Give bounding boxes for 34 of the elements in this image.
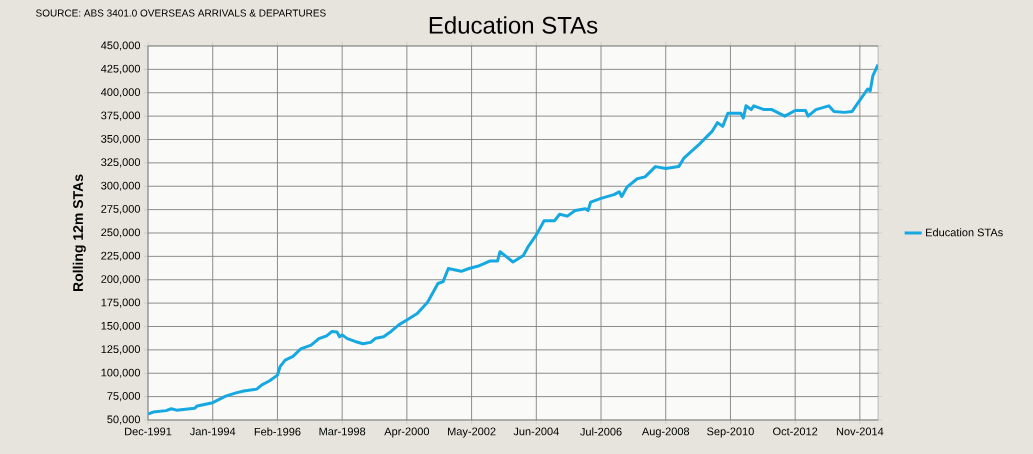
y-tick-label: 375,000 bbox=[101, 111, 141, 121]
y-axis-title: Rolling 12m STAs bbox=[72, 174, 86, 292]
y-tick-label: 200,000 bbox=[101, 275, 141, 285]
y-tick-label: 450,000 bbox=[100, 41, 141, 51]
chart-title: Education STAs bbox=[429, 16, 598, 34]
x-tick-label: Jul-2006 bbox=[580, 427, 622, 436]
x-tick-label: Oct-2012 bbox=[773, 427, 818, 436]
y-tick-label: 425,000 bbox=[100, 64, 141, 74]
y-tick-label: 175,000 bbox=[101, 298, 141, 308]
y-tick-label: 275,000 bbox=[101, 205, 141, 215]
x-tick-label: Jun-2004 bbox=[513, 427, 559, 436]
y-tick-label: 300,000 bbox=[101, 181, 141, 191]
x-tick-label: Mar-1998 bbox=[319, 427, 366, 436]
line-series bbox=[148, 63, 878, 416]
x-tick-label: Apr-2000 bbox=[384, 427, 430, 438]
x-tick-label: Dec-1991 bbox=[125, 427, 172, 436]
y-tick-label: 75,000 bbox=[107, 392, 141, 402]
x-tick-label: Aug-2008 bbox=[641, 427, 690, 438]
x-tick-label: Jan-1994 bbox=[189, 427, 236, 436]
x-tick-label: Nov-2014 bbox=[836, 427, 884, 436]
y-tick-label: 325,000 bbox=[101, 158, 141, 168]
y-tick-label: 400,000 bbox=[100, 88, 141, 98]
y-tick-label: 125,000 bbox=[101, 345, 141, 355]
y-tick-label: 150,000 bbox=[101, 321, 141, 332]
y-tick-label: 100,000 bbox=[101, 368, 141, 378]
source-note: SOURCE: ABS 3401.0 OVERSEAS ARRIVALS & DEPARTURES bbox=[36, 9, 326, 17]
y-tick-label: 350,000 bbox=[101, 134, 141, 145]
y-tick-label: 50,000 bbox=[107, 415, 141, 425]
y-tick-label: 225,000 bbox=[101, 251, 141, 261]
x-tick-label: Feb-1996 bbox=[254, 427, 301, 436]
x-tick-label: May-2002 bbox=[448, 427, 496, 438]
legend-label: Education STAs bbox=[926, 228, 1003, 237]
x-tick-label: Sep-2010 bbox=[707, 427, 754, 438]
y-tick-label: 250,000 bbox=[101, 228, 141, 238]
